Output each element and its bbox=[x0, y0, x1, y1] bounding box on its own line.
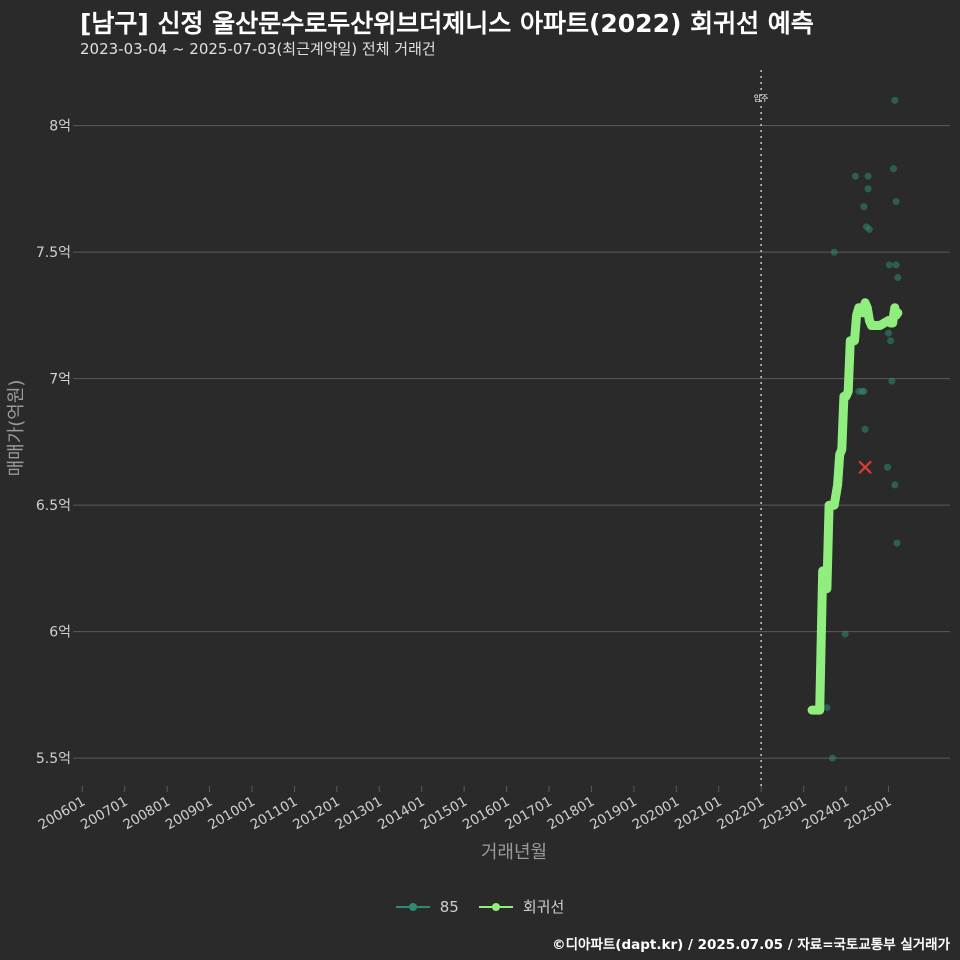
data-point bbox=[892, 198, 900, 206]
data-point bbox=[893, 539, 901, 547]
data-point bbox=[865, 225, 873, 233]
x-axis-title: 거래년월 bbox=[481, 842, 547, 863]
x-tick-label: 201201 bbox=[290, 794, 343, 834]
x-tick-label: 202301 bbox=[757, 794, 810, 834]
x-tick-label: 202101 bbox=[672, 794, 725, 834]
y-tick-label: 8억 bbox=[49, 119, 71, 135]
legend-item-regression: 회귀선 bbox=[478, 896, 565, 917]
chart-title: [남구] 신정 울산문수로두산위브더제니스 아파트(2022) 회귀선 예측 bbox=[80, 9, 814, 38]
data-point bbox=[884, 463, 892, 471]
x-tick-label: 200801 bbox=[120, 794, 173, 834]
data-point bbox=[841, 630, 849, 638]
chart-legend: 85 회귀선 bbox=[0, 896, 960, 917]
x-tick-label: 200901 bbox=[163, 794, 216, 834]
y-tick-label: 5.5억 bbox=[36, 751, 71, 767]
y-tick-label: 7.5억 bbox=[36, 245, 71, 261]
x-tick-label: 200601 bbox=[36, 794, 89, 834]
data-point bbox=[861, 425, 869, 433]
chart-subtitle: 2023-03-04 ~ 2025-07-03(최근계약일) 전체 거래건 bbox=[80, 40, 436, 58]
data-point bbox=[860, 387, 868, 395]
y-tick-label: 6.5억 bbox=[36, 498, 71, 514]
data-point bbox=[891, 481, 899, 489]
x-tick-label: 202201 bbox=[715, 794, 768, 834]
x-tick-label: 200701 bbox=[78, 794, 131, 834]
data-point bbox=[851, 172, 859, 180]
data-point bbox=[884, 329, 892, 337]
data-point bbox=[830, 248, 838, 256]
x-tick-label: 201801 bbox=[545, 794, 598, 834]
legend-label-85: 85 bbox=[439, 897, 459, 916]
y-tick-label: 6억 bbox=[49, 625, 71, 641]
x-tick-label: 201301 bbox=[333, 794, 386, 834]
legend-label-regression: 회귀선 bbox=[522, 898, 565, 916]
source-credit: ©디아파트(dapt.kr) / 2025.07.05 / 자료=국토교통부 실… bbox=[552, 937, 950, 953]
data-point bbox=[860, 203, 868, 211]
data-point bbox=[890, 165, 898, 173]
x-tick-label: 201001 bbox=[205, 794, 258, 834]
x-tick-label: 202001 bbox=[630, 794, 683, 834]
data-point bbox=[891, 96, 899, 104]
data-point bbox=[894, 273, 902, 281]
move-in-label: 입주 bbox=[754, 94, 769, 103]
y-axis-title: 매매가(억원) bbox=[6, 380, 27, 477]
x-tick-label: 201101 bbox=[248, 794, 301, 834]
x-tick-label: 201501 bbox=[418, 794, 471, 834]
x-tick-label: 201601 bbox=[460, 794, 513, 834]
highlight-marker bbox=[858, 460, 872, 474]
y-tick-label: 7억 bbox=[49, 372, 71, 388]
legend-key-regression bbox=[478, 898, 513, 916]
regression-line bbox=[807, 298, 903, 715]
x-tick-label: 201901 bbox=[587, 794, 640, 834]
data-point bbox=[892, 261, 900, 269]
data-point bbox=[823, 704, 831, 712]
x-tick-label: 202401 bbox=[799, 794, 852, 834]
x-tick-label: 201701 bbox=[502, 794, 555, 834]
legend-item-85: 85 bbox=[395, 897, 459, 916]
data-point bbox=[888, 377, 896, 385]
data-point bbox=[864, 172, 872, 180]
data-point bbox=[864, 185, 872, 193]
x-tick-label: 201401 bbox=[375, 794, 428, 834]
data-point bbox=[887, 337, 895, 345]
data-point bbox=[828, 754, 836, 762]
x-tick-label: 202501 bbox=[842, 794, 895, 834]
legend-key-85 bbox=[395, 898, 430, 916]
data-point bbox=[885, 261, 893, 269]
